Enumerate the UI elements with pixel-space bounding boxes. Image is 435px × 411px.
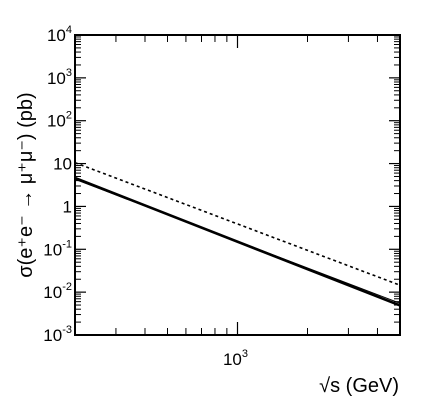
series-line-thin-solid <box>74 178 401 304</box>
x-tick-label: 103 <box>223 348 248 369</box>
y-tick-label: 10-3 <box>43 324 72 345</box>
x-axis-title-text: √s (GeV) <box>319 375 399 397</box>
series-line-dotted <box>74 161 401 286</box>
plot-series <box>74 161 401 307</box>
x-axis-title: √s (GeV) <box>319 375 399 397</box>
y-tick-label: 10 <box>53 155 72 174</box>
plot-frame <box>74 34 401 336</box>
tick-labels: 10-3 10-2 10-1 1 10 102 103 104 103 <box>43 24 248 369</box>
y-axis-title-text: σ(e⁺e⁻ → μ⁺μ⁻) (pb) <box>15 92 37 277</box>
y-tick-label: 10-2 <box>43 281 72 302</box>
y-axis-title: σ(e⁺e⁻ → μ⁺μ⁻) (pb) <box>15 92 37 277</box>
y-tick-label: 1 <box>63 197 72 216</box>
y-tick-label: 104 <box>47 24 72 45</box>
y-tick-label: 103 <box>47 67 72 88</box>
y-tick-label: 10-1 <box>43 238 72 259</box>
y-tick-label: 102 <box>47 110 72 131</box>
ticks <box>75 34 400 336</box>
